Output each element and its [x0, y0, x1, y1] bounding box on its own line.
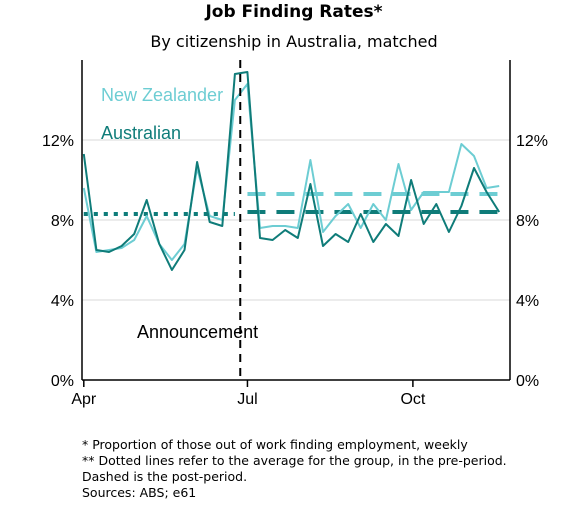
- y-tick-label-right: 4%: [516, 293, 539, 310]
- gridlines: [82, 139, 510, 301]
- footnote-2: ** Dotted lines refer to the average for…: [82, 453, 507, 468]
- chart-title: Job Finding Rates*: [205, 2, 383, 22]
- x-tick-label: Jul: [237, 391, 257, 408]
- y-tick-label-right: 12%: [516, 133, 548, 150]
- x-tick-label: Apr: [71, 391, 97, 408]
- legend-label: Australian: [101, 123, 181, 143]
- series-line: [82, 83, 500, 261]
- footnotes: * Proportion of those out of work findin…: [82, 437, 582, 501]
- chart-area: Announcement 0% 0% 4% 4% 8% 8% 12% 12% Apr Jul Oct…: [42, 60, 548, 408]
- y-tick-label-left: 0%: [51, 373, 74, 390]
- y-tick-label-right: 0%: [516, 373, 539, 390]
- footnote-sources: Sources: ABS; e61: [82, 485, 197, 500]
- axis-ticks: 0% 0% 4% 4% 8% 8% 12% 12% Apr Jul Oct: [42, 133, 548, 408]
- series-lines: [82, 71, 501, 271]
- footnote-3: Dashed is the post-period.: [82, 469, 248, 484]
- y-tick-label-left: 4%: [51, 293, 74, 310]
- legend-label: New Zealander: [101, 85, 223, 105]
- series-line: [82, 71, 501, 271]
- annotation-label: Announcement: [137, 322, 258, 342]
- annotations: Announcement: [137, 60, 258, 380]
- x-tick-label: Oct: [400, 391, 425, 408]
- y-tick-label-left: 8%: [51, 213, 74, 230]
- legend: New Zealander Australian: [101, 85, 223, 143]
- average-lines: [83, 192, 500, 216]
- y-tick-label-right: 8%: [516, 213, 539, 230]
- y-tick-label-left: 12%: [42, 133, 74, 150]
- chart-subtitle: By citizenship in Australia, matched: [150, 32, 438, 51]
- footnote-1: * Proportion of those out of work findin…: [82, 437, 468, 452]
- plot-frame: [81, 60, 511, 381]
